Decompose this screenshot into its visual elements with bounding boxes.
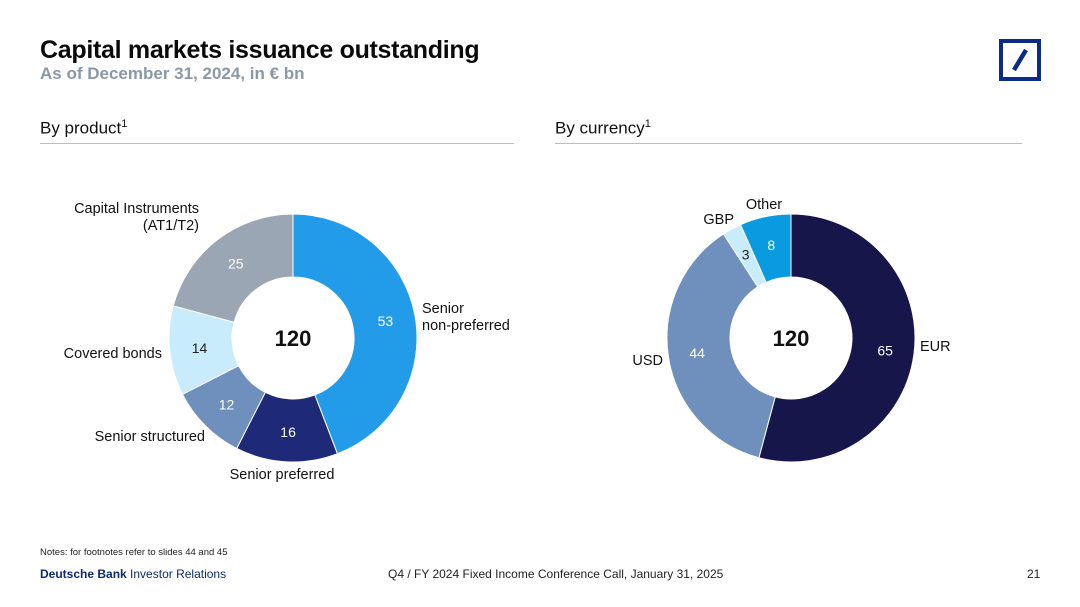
category-label-senior-structured: Senior structured bbox=[95, 429, 205, 445]
section-header-by-product: By product1 bbox=[40, 118, 514, 144]
section-header-by-currency: By currency1 bbox=[555, 118, 1022, 144]
donut-slice-usd bbox=[666, 233, 776, 459]
category-label-capital-instruments-at1-t2: Capital Instruments (AT1/T2) bbox=[74, 201, 199, 234]
data-label-capital-instruments-at1-t2: 25 bbox=[228, 255, 244, 271]
donut-slice-other bbox=[739, 213, 792, 283]
page-subtitle: As of December 31, 2024, in € bn bbox=[40, 64, 305, 83]
category-label-senior-non-preferred: Senior non-preferred bbox=[422, 301, 510, 334]
data-label-senior-non-preferred: 53 bbox=[378, 313, 394, 329]
data-label-usd: 44 bbox=[689, 345, 705, 361]
category-label-usd: USD bbox=[632, 353, 663, 369]
deutsche-bank-logo-icon bbox=[999, 39, 1041, 81]
category-label-other: Other bbox=[746, 197, 782, 213]
donut-total-by-product: 120 bbox=[275, 326, 312, 351]
data-label-senior-preferred: 16 bbox=[280, 424, 296, 440]
category-label-senior-preferred: Senior preferred bbox=[230, 467, 335, 483]
donut-total-by-currency: 120 bbox=[773, 326, 810, 351]
footer-event: Q4 / FY 2024 Fixed Income Conference Cal… bbox=[388, 567, 724, 581]
data-label-other: 8 bbox=[767, 237, 775, 253]
footnote-marker: 1 bbox=[644, 118, 651, 130]
notes: Notes: for footnotes refer to slides 44 … bbox=[40, 547, 228, 558]
category-label-eur: EUR bbox=[920, 339, 951, 355]
footnote-marker: 1 bbox=[121, 118, 128, 130]
data-label-eur: 65 bbox=[877, 342, 893, 358]
page-title: Capital markets issuance outstanding bbox=[40, 36, 480, 64]
data-label-gbp: 3 bbox=[742, 247, 750, 263]
data-label-covered-bonds: 14 bbox=[192, 340, 208, 356]
category-label-covered-bonds: Covered bonds bbox=[64, 346, 162, 362]
donut-slice-capital-instruments-at1-t2 bbox=[172, 213, 294, 323]
data-label-senior-structured: 12 bbox=[219, 396, 235, 412]
donut-slice-eur bbox=[758, 213, 916, 463]
page-number: 21 bbox=[1027, 567, 1041, 581]
donut-slice-senior-non-preferred bbox=[292, 213, 418, 455]
category-label-gbp: GBP bbox=[703, 212, 734, 228]
footer-brand: Deutsche Bank Investor Relations bbox=[40, 567, 227, 581]
